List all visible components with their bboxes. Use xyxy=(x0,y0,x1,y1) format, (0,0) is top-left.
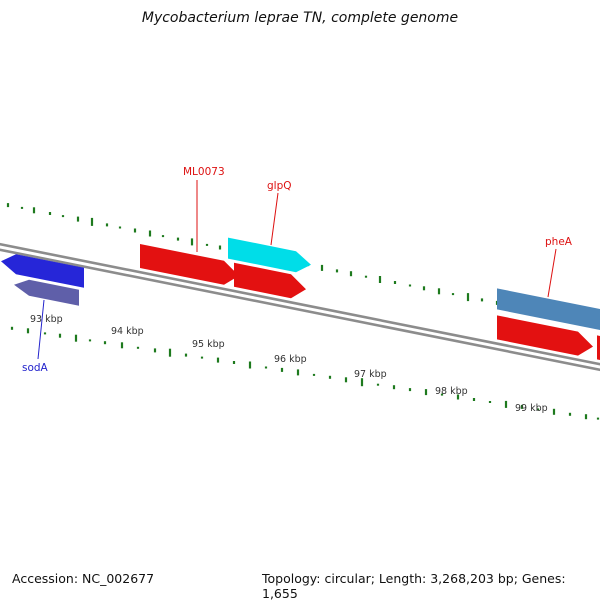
gene-arrow-soda[interactable] xyxy=(14,279,79,306)
gene-arrow-red-right[interactable] xyxy=(497,315,593,356)
status-accession: Accession: NC_002677 xyxy=(12,571,155,586)
feature-label-leader-glpQ xyxy=(270,192,279,246)
page-title: Mycobacterium leprae TN, complete genome xyxy=(141,10,459,26)
gene-arrow-glpq[interactable] xyxy=(228,237,311,273)
density-tick-arc-lower xyxy=(10,326,600,420)
gene-arrow-blue-left[interactable] xyxy=(1,254,84,288)
feature-label-leader-sodA xyxy=(37,299,45,360)
feature-label-sodA[interactable]: sodA xyxy=(22,362,49,374)
backbone-line xyxy=(0,248,600,372)
gene-arrow-phea[interactable] xyxy=(497,288,600,332)
feature-label-glpQ[interactable]: glpQ xyxy=(267,180,292,192)
genome-backbone xyxy=(0,242,600,372)
feature-label-leader-pheA xyxy=(547,248,557,298)
scale-label: 93 kbp xyxy=(30,314,63,325)
scale-label: 95 kbp xyxy=(192,339,225,350)
scale-label: 98 kbp xyxy=(435,386,468,397)
gene-arrow-red-right-2[interactable] xyxy=(597,335,600,365)
status-summary: Topology: circular; Length: 3,268,203 bp… xyxy=(262,571,566,601)
feature-label-pheA[interactable]: pheA xyxy=(545,236,573,248)
gene-arrow-red-mid[interactable] xyxy=(234,262,306,299)
scale-labels: 93 kbp 94 kbp 95 kbp 96 kbp 97 kbp 98 kbp 99 k… xyxy=(30,314,548,414)
feature-labels: ML0073 glpQ pheA sodA xyxy=(22,166,573,374)
gene-arrow-ml0073[interactable] xyxy=(140,244,239,285)
scale-label: 97 kbp xyxy=(354,369,387,380)
feature-label-ML0073[interactable]: ML0073 xyxy=(183,166,225,178)
scale-label: 94 kbp xyxy=(111,326,144,337)
backbone-line xyxy=(0,242,600,366)
gene-arrows xyxy=(1,237,600,365)
scale-label: 96 kbp xyxy=(274,354,307,365)
scale-label: 99 kbp xyxy=(515,403,548,414)
